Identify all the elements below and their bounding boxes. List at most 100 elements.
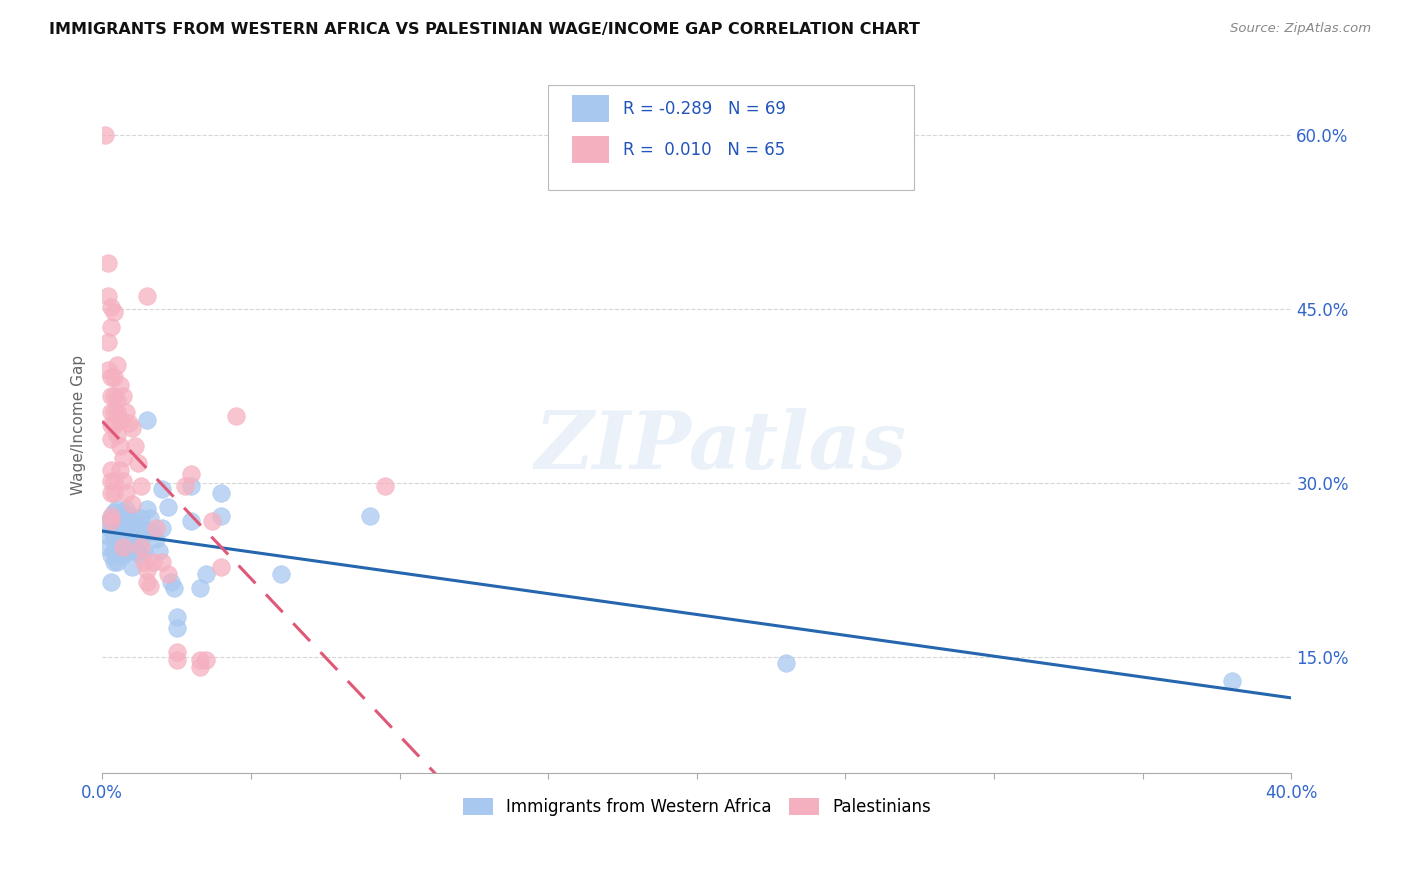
Point xyxy=(111,532,134,546)
Point xyxy=(150,482,173,496)
Point xyxy=(115,485,138,500)
Point xyxy=(100,508,122,523)
Point xyxy=(129,532,152,546)
Point xyxy=(129,479,152,493)
Point xyxy=(145,520,167,534)
Point xyxy=(115,502,138,516)
Point xyxy=(270,566,292,581)
Point xyxy=(135,575,157,590)
Point xyxy=(124,516,146,531)
Point xyxy=(124,439,146,453)
Point xyxy=(121,421,143,435)
Point xyxy=(111,540,134,554)
Point xyxy=(111,505,134,519)
Point xyxy=(135,564,157,578)
Point xyxy=(118,511,141,525)
Point xyxy=(195,653,218,667)
Legend: Immigrants from Western Africa, Palestinians: Immigrants from Western Africa, Palestin… xyxy=(454,789,939,824)
Point xyxy=(100,523,122,537)
Point xyxy=(156,500,179,514)
Point xyxy=(118,537,141,551)
Point xyxy=(127,523,149,537)
Point xyxy=(174,479,197,493)
Point xyxy=(100,575,122,590)
Point xyxy=(103,532,125,546)
Point xyxy=(100,433,122,447)
Point xyxy=(135,412,157,426)
Point xyxy=(135,288,157,302)
Point xyxy=(108,377,131,392)
Point xyxy=(118,416,141,430)
Point xyxy=(103,418,125,433)
Point xyxy=(209,508,232,523)
Point xyxy=(115,532,138,546)
Point xyxy=(100,474,122,488)
Point xyxy=(100,462,122,476)
Point xyxy=(180,479,202,493)
Point xyxy=(225,409,247,424)
Point xyxy=(100,514,122,528)
Point xyxy=(148,543,170,558)
Point xyxy=(162,581,184,595)
Point xyxy=(108,511,131,525)
Point xyxy=(209,485,232,500)
Point xyxy=(121,497,143,511)
Point xyxy=(142,555,165,569)
Point xyxy=(188,653,211,667)
Point xyxy=(100,511,122,525)
Point xyxy=(127,456,149,470)
Point xyxy=(100,418,122,433)
Point xyxy=(103,555,125,569)
Point xyxy=(188,581,211,595)
Point xyxy=(94,128,117,143)
Point xyxy=(142,525,165,540)
Point xyxy=(105,540,128,554)
Point xyxy=(1220,673,1243,688)
Point xyxy=(105,427,128,442)
Point xyxy=(105,528,128,542)
Point xyxy=(100,369,122,384)
Point xyxy=(150,555,173,569)
Point xyxy=(103,505,125,519)
Point xyxy=(105,404,128,418)
Text: ZIPatlas: ZIPatlas xyxy=(534,408,907,485)
Point xyxy=(108,439,131,453)
Point xyxy=(108,543,131,558)
Point xyxy=(145,532,167,546)
Point xyxy=(103,516,125,531)
Point xyxy=(166,610,188,624)
Point xyxy=(166,645,188,659)
Text: IMMIGRANTS FROM WESTERN AFRICA VS PALESTINIAN WAGE/INCOME GAP CORRELATION CHART: IMMIGRANTS FROM WESTERN AFRICA VS PALEST… xyxy=(49,22,920,37)
Point xyxy=(103,369,125,384)
Point xyxy=(111,389,134,403)
Point xyxy=(103,474,125,488)
Point xyxy=(188,659,211,673)
Point xyxy=(111,450,134,465)
Point xyxy=(94,516,117,531)
Point xyxy=(100,404,122,418)
Point xyxy=(111,516,134,531)
Point xyxy=(97,363,120,377)
Point xyxy=(139,511,162,525)
Point xyxy=(118,525,141,540)
Point xyxy=(209,560,232,574)
Point xyxy=(100,300,122,314)
Point xyxy=(97,288,120,302)
Point xyxy=(180,467,202,482)
Point xyxy=(103,389,125,403)
Point xyxy=(97,540,120,554)
Point xyxy=(100,549,122,563)
Point xyxy=(201,514,224,528)
Point xyxy=(108,523,131,537)
Point xyxy=(166,653,188,667)
Text: R = -0.289   N = 69: R = -0.289 N = 69 xyxy=(623,100,786,118)
Point xyxy=(150,520,173,534)
Point xyxy=(115,516,138,531)
Point xyxy=(132,555,155,569)
Point xyxy=(97,256,120,270)
Point xyxy=(166,622,188,636)
Point xyxy=(135,502,157,516)
Point xyxy=(97,334,120,349)
Point xyxy=(127,543,149,558)
Point xyxy=(156,566,179,581)
